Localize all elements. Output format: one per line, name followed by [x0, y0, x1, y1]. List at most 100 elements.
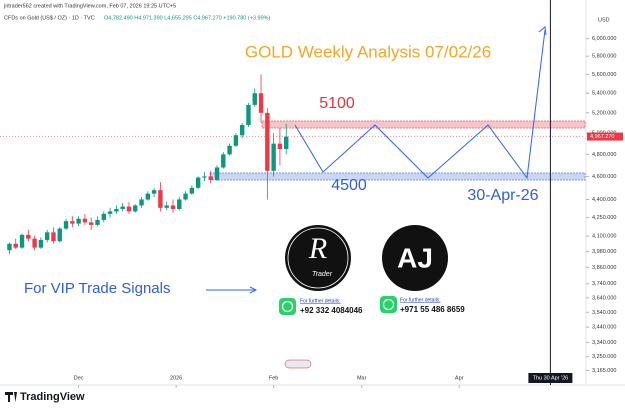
candle-body — [177, 199, 182, 210]
candle-body — [126, 206, 132, 212]
projection-path — [294, 29, 546, 180]
candle-body — [265, 112, 270, 171]
author-line: jntrader562 created with TradingView.com… — [3, 3, 176, 9]
y-tick-label: 4,100.000 — [592, 234, 616, 240]
candle-body — [95, 219, 100, 225]
symbol: CFDs on Gold (US$ / OZ) · 1D · TVC — [4, 15, 95, 21]
analysis-title: GOLD Weekly Analysis 07/02/26 — [245, 42, 491, 61]
crosshair-label: Thu 30 Apr '26 — [533, 375, 569, 381]
last-price-box — [587, 132, 623, 141]
x-tick-label: Apr — [455, 375, 464, 381]
candle-body — [284, 136, 289, 149]
candle-body — [101, 213, 106, 220]
event-flags — [284, 359, 312, 369]
y-tick-label: 3,540.000 — [592, 310, 616, 316]
resistance-label: 5100 — [319, 95, 355, 112]
logo-left-ring — [287, 227, 349, 289]
resistance-band — [261, 120, 586, 129]
y-tick-label: 3,340.000 — [592, 340, 616, 346]
y-tick-label: 3,740.000 — [592, 281, 616, 287]
candle-body — [120, 206, 125, 210]
candle-body — [51, 232, 56, 242]
x-tick-label: Dec — [74, 375, 84, 381]
y-tick-label: 3,980.000 — [592, 249, 616, 255]
candle-body — [221, 154, 226, 168]
candle-body — [246, 104, 251, 125]
candle-body — [164, 205, 169, 208]
logo-left-letter: R — [308, 232, 327, 265]
candle-body — [145, 193, 151, 200]
candle-body — [271, 143, 276, 171]
x-tick-label: Feb — [269, 375, 278, 381]
y-tick-label: 5,800.000 — [592, 54, 616, 60]
candle-body — [189, 187, 195, 194]
candle-body — [252, 93, 257, 105]
y-tick-label: 5,400.000 — [592, 91, 616, 97]
ohlc: O4,782.490 H4,971.390 L4,655.295 C4,967.… — [104, 15, 271, 21]
y-tick-label: 4,250.000 — [592, 215, 616, 221]
candle-body — [38, 239, 44, 248]
candle-body — [82, 218, 88, 223]
candle-body — [26, 234, 31, 239]
candle-body — [107, 211, 113, 214]
crosshair-box — [528, 373, 573, 383]
y-tick-label: 4,600.000 — [592, 174, 616, 180]
projection-arrow — [538, 26, 547, 36]
y-tick-label: 3,860.000 — [592, 265, 616, 271]
candle-body — [133, 205, 138, 212]
contact-phone: +92 332 4084046 — [300, 306, 363, 315]
candle-body — [208, 176, 213, 180]
y-tick-label: 5,200.000 — [592, 110, 616, 116]
last-price-label: 4,967.270 — [590, 134, 614, 140]
support-label: 4500 — [331, 177, 367, 194]
whatsapp-icon — [279, 298, 296, 315]
x-tick-label: 2026 — [170, 375, 182, 381]
contact-heading: For further details: — [300, 298, 341, 304]
footer-brand: TradingView — [20, 391, 85, 403]
logo-right — [382, 225, 448, 291]
candle-body — [139, 199, 144, 206]
candle-body — [63, 221, 69, 229]
candle-body — [70, 221, 75, 224]
cta-arrow-head — [249, 286, 258, 294]
whatsapp-icon — [380, 296, 397, 313]
candle-body — [233, 135, 239, 146]
candle-body — [19, 234, 25, 248]
candle-body — [158, 190, 163, 208]
candle-body — [214, 167, 220, 180]
y-tick-label: 3,640.000 — [592, 295, 616, 301]
candle-body — [76, 218, 81, 224]
y-unit: USD — [598, 17, 610, 23]
y-tick-label: 3,440.000 — [592, 325, 616, 331]
whatsapp-glyph — [281, 300, 294, 313]
x-tick-label: Mar — [357, 375, 367, 381]
candle-body — [239, 124, 245, 136]
contact-heading: For further details: — [400, 297, 441, 303]
y-tick-label: 3,250.000 — [592, 354, 616, 360]
candle-body — [114, 209, 119, 212]
candle-body — [13, 243, 18, 248]
y-tick-label: 5,600.000 — [592, 72, 616, 78]
logo-left — [285, 225, 351, 291]
logo-left-text: Trader — [312, 271, 333, 278]
tv-logo — [5, 392, 17, 402]
candle-body — [170, 205, 176, 210]
candle-body — [32, 238, 37, 248]
candle-body — [7, 243, 12, 251]
candle-body — [44, 232, 50, 240]
y-tick-label: 3,165.000 — [592, 368, 616, 374]
candle-body — [195, 177, 201, 188]
candle-body — [277, 143, 283, 149]
candle-body — [258, 93, 264, 113]
y-tick-label: 6,000.000 — [592, 36, 616, 42]
candle-body — [151, 190, 157, 194]
cta: For VIP Trade Signals — [24, 280, 170, 297]
support-band — [209, 172, 586, 181]
y-tick-label: 4,400.000 — [592, 197, 616, 203]
logo-right-text: AJ — [397, 242, 433, 273]
whatsapp-glyph — [382, 298, 395, 311]
candle-body — [202, 176, 207, 178]
candle-body — [57, 228, 62, 242]
